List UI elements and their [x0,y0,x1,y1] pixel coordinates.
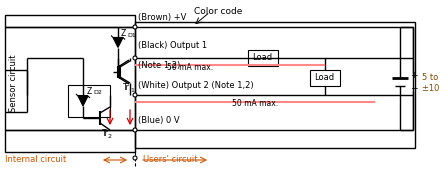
Text: Sensor circuit: Sensor circuit [10,55,18,112]
Circle shape [133,56,137,60]
Text: Color code: Color code [194,7,242,16]
Text: Load: Load [314,73,334,82]
Text: 2: 2 [108,134,112,138]
Text: 50 mA max.: 50 mA max. [232,100,278,109]
Text: Z: Z [121,29,126,38]
Bar [68,85,110,117]
Text: (White) Output 2 (Note 1,2): (White) Output 2 (Note 1,2) [138,81,253,90]
Polygon shape [113,37,123,48]
Text: Tr: Tr [102,129,109,138]
Text: (Blue) 0 V: (Blue) 0 V [138,116,180,125]
Text: (Brown) +V: (Brown) +V [138,13,187,22]
Text: Internal circuit: Internal circuit [5,156,66,165]
Circle shape [133,25,137,29]
Bar [248,50,278,66]
Text: +: + [410,71,418,80]
Text: 5 to 24 V DC
±10 %: 5 to 24 V DC ±10 % [422,73,440,93]
Circle shape [133,128,137,132]
Text: (Note 1,2): (Note 1,2) [138,61,180,70]
Text: 50 mA max.: 50 mA max. [167,62,213,71]
Bar [135,22,415,148]
Text: D2: D2 [93,91,102,96]
Text: Users' circuit: Users' circuit [143,156,198,165]
Text: −: − [410,84,418,93]
Text: Z: Z [87,87,92,96]
Circle shape [133,93,137,97]
Text: D1: D1 [127,33,136,38]
Bar [5,15,135,152]
Text: 1: 1 [130,87,134,93]
Circle shape [133,156,137,160]
Bar [310,70,340,86]
Text: (Black) Output 1: (Black) Output 1 [138,41,207,50]
Text: Load: Load [252,53,272,62]
Polygon shape [78,96,88,106]
Text: Tr: Tr [123,84,130,93]
